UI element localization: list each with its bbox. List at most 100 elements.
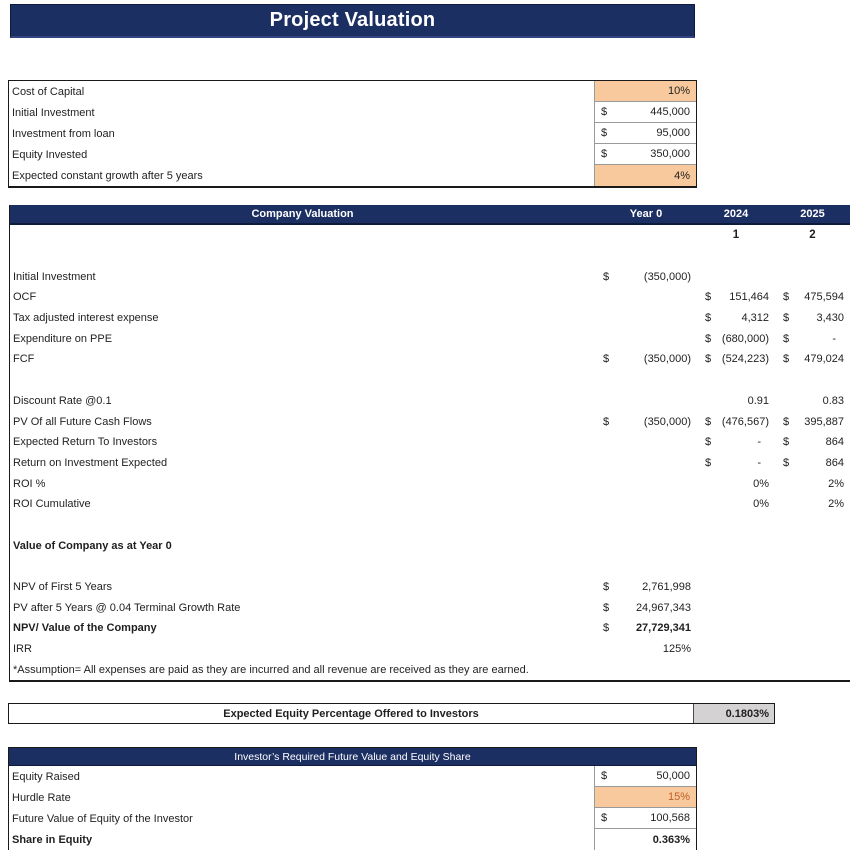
period-number-2: 2: [809, 229, 816, 242]
value-cell: [697, 370, 775, 391]
currency-symbol: $: [783, 456, 790, 469]
table-row: Equity Invested $350,000: [9, 144, 696, 165]
value-cell: [595, 453, 697, 474]
cell-value: 479,024: [804, 353, 844, 366]
input-cell[interactable]: 15%: [594, 787, 696, 808]
value-cell: $ (350,000): [595, 411, 697, 432]
valuation-table-body: Initial Investment $ (350,000) OCF $151,464 $…: [10, 246, 850, 680]
valuation-row: NPV/ Value of the Company $27,729,341: [10, 618, 850, 639]
column-header-2024: 2024: [723, 208, 749, 220]
equity-offer-result-cell[interactable]: 0.1803%: [693, 704, 774, 723]
row-label: Tax adjusted interest expense: [13, 312, 159, 325]
table-row: Cost of Capital 10%: [9, 81, 696, 102]
table-row: Share in Equity 0.363%: [9, 829, 696, 850]
value-cell: [595, 515, 697, 536]
valuation-row: Discount Rate @0.1 0.91 0.83: [10, 391, 850, 412]
valuation-row: ROI % 0% 2%: [10, 473, 850, 494]
value-cell: $4,312: [697, 308, 775, 329]
value-cell: [775, 266, 850, 287]
cell-value: 395,887: [804, 415, 844, 428]
value-cell: [595, 659, 697, 680]
cell-value: (680,000): [721, 332, 769, 345]
valuation-row: ROI Cumulative 0% 2%: [10, 494, 850, 515]
value-cell: [775, 370, 850, 391]
cell-value: 151,464: [729, 291, 769, 304]
value-cell: [697, 266, 775, 287]
row-label: *Assumption= All expenses are paid as th…: [13, 663, 529, 676]
currency-symbol: $: [783, 415, 790, 428]
period-number-row: 1 2: [10, 225, 850, 246]
row-label: ROI Cumulative: [13, 498, 91, 511]
cell-value: (524,223): [721, 353, 769, 366]
row-label: Initial Investment: [12, 106, 95, 119]
row-label: OCF: [13, 291, 37, 304]
valuation-row: FCF $ (350,000) $ (524,223) $479,024: [10, 349, 850, 370]
value-cell: $ (350,000): [595, 266, 697, 287]
table-row: Investment from loan $95,000: [9, 123, 696, 144]
cell-value: 4%: [674, 169, 690, 182]
value-cell: $ (476,567): [697, 411, 775, 432]
currency-symbol: $: [705, 415, 712, 428]
row-label: Value of Company as at Year 0: [13, 539, 172, 552]
currency-symbol: $: [603, 581, 610, 594]
valuation-row: Return on Investment Expected $ - $864: [10, 453, 850, 474]
value-cell: [595, 308, 697, 329]
value-cell: $ (680,000): [697, 328, 775, 349]
value-cell: $24,967,343: [595, 597, 697, 618]
value-cell: [595, 328, 697, 349]
row-label: NPV/ Value of the Company: [13, 622, 157, 635]
value-cell: 0.83: [775, 391, 850, 412]
currency-symbol: $: [603, 601, 610, 614]
valuation-row: [10, 515, 850, 536]
value-cell: [775, 535, 850, 556]
row-label: ROI %: [13, 477, 46, 490]
investor-table: Investor’s Required Future Value and Equ…: [8, 747, 697, 850]
currency-symbol: $: [603, 270, 610, 283]
equity-offer-label: Expected Equity Percentage Offered to In…: [223, 707, 479, 720]
value-cell: [697, 556, 775, 577]
row-label: Discount Rate @0.1: [13, 394, 112, 407]
value-cell: $ -: [697, 453, 775, 474]
table-row: Expected constant growth after 5 years 4%: [9, 165, 696, 186]
value-cell: [697, 535, 775, 556]
cell-value: 4,312: [741, 312, 769, 325]
cell-value: 0.91: [747, 394, 769, 407]
cell-value: 2%: [828, 498, 844, 511]
valuation-row: [10, 246, 850, 267]
value-cell: [697, 597, 775, 618]
value-cell: $445,000: [594, 102, 696, 123]
value-cell: $479,024: [775, 349, 850, 370]
valuation-row: IRR 125%: [10, 639, 850, 660]
table-row: Hurdle Rate 15%: [9, 787, 696, 808]
currency-symbol: $: [601, 127, 608, 139]
value-cell: [697, 659, 775, 680]
cell-value: 100,568: [650, 812, 690, 824]
input-cell[interactable]: 10%: [594, 81, 696, 102]
value-cell: 0%: [697, 494, 775, 515]
cell-value: (350,000): [643, 270, 691, 283]
valuation-row: Value of Company as at Year 0: [10, 535, 850, 556]
currency-symbol: $: [705, 353, 712, 366]
cell-value: 24,967,343: [635, 601, 691, 614]
cell-value: -: [832, 332, 836, 345]
valuation-row: Initial Investment $ (350,000): [10, 266, 850, 287]
input-cell[interactable]: 4%: [594, 165, 696, 186]
valuation-row: NPV of First 5 Years $2,761,998: [10, 577, 850, 598]
value-cell: $ -: [697, 432, 775, 453]
cell-value: 125%: [662, 643, 691, 656]
currency-symbol: $: [783, 291, 790, 304]
cell-value: 27,729,341: [635, 622, 691, 635]
row-label: Equity Invested: [12, 148, 88, 161]
value-cell: [595, 473, 697, 494]
row-label: Cost of Capital: [12, 85, 85, 98]
cell-value: 864: [825, 436, 844, 449]
value-cell: [595, 246, 697, 267]
value-cell: [595, 556, 697, 577]
table-row: Equity Raised $50,000: [9, 766, 696, 787]
value-cell: [595, 287, 697, 308]
table-row: Future Value of Equity of the Investor $1…: [9, 808, 696, 829]
cell-value: 2,761,998: [642, 581, 691, 594]
value-cell: $50,000: [594, 766, 696, 787]
row-label: PV after 5 Years @ 0.04 Terminal Growth …: [13, 601, 241, 614]
